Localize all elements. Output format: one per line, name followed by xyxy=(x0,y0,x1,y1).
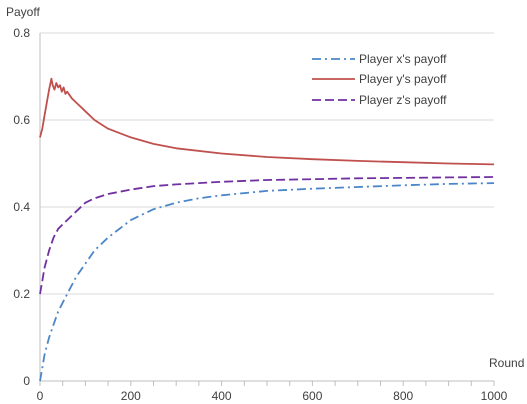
y-tick-label: 0.8 xyxy=(13,26,30,40)
x-axis-title: Round xyxy=(489,356,524,370)
series-lines xyxy=(39,77,495,382)
x-tick-label: 400 xyxy=(212,389,232,403)
y-tick-label: 0.6 xyxy=(13,113,30,127)
x-tick-label: 1000 xyxy=(481,389,508,403)
y-tick-label: 0.4 xyxy=(13,200,30,214)
x-tick-label: 200 xyxy=(121,389,141,403)
x-tick-label: 800 xyxy=(393,389,413,403)
x-tick-label: 0 xyxy=(37,389,44,403)
legend-label-player-z: Player z's payoff xyxy=(359,93,447,107)
y-axis-title: Payoff xyxy=(6,5,40,19)
series-line-2 xyxy=(39,176,495,295)
gridlines xyxy=(40,32,494,295)
series-line-1 xyxy=(39,77,495,166)
series-line-0 xyxy=(39,182,495,382)
legend-label-player-x: Player x's payoff xyxy=(359,52,447,66)
y-tick-labels: 0 0.2 0.4 0.6 0.8 xyxy=(13,26,30,388)
x-tick-labels: 0 200 400 600 800 1000 xyxy=(37,389,508,403)
legend: Player x's payoff Player y's payoff Play… xyxy=(312,52,447,107)
y-tick-label: 0 xyxy=(23,374,30,388)
legend-label-player-y: Player y's payoff xyxy=(359,72,447,86)
x-tick-label: 600 xyxy=(302,389,322,403)
y-tick-label: 0.2 xyxy=(13,287,30,301)
x-tick-marks xyxy=(39,381,495,386)
